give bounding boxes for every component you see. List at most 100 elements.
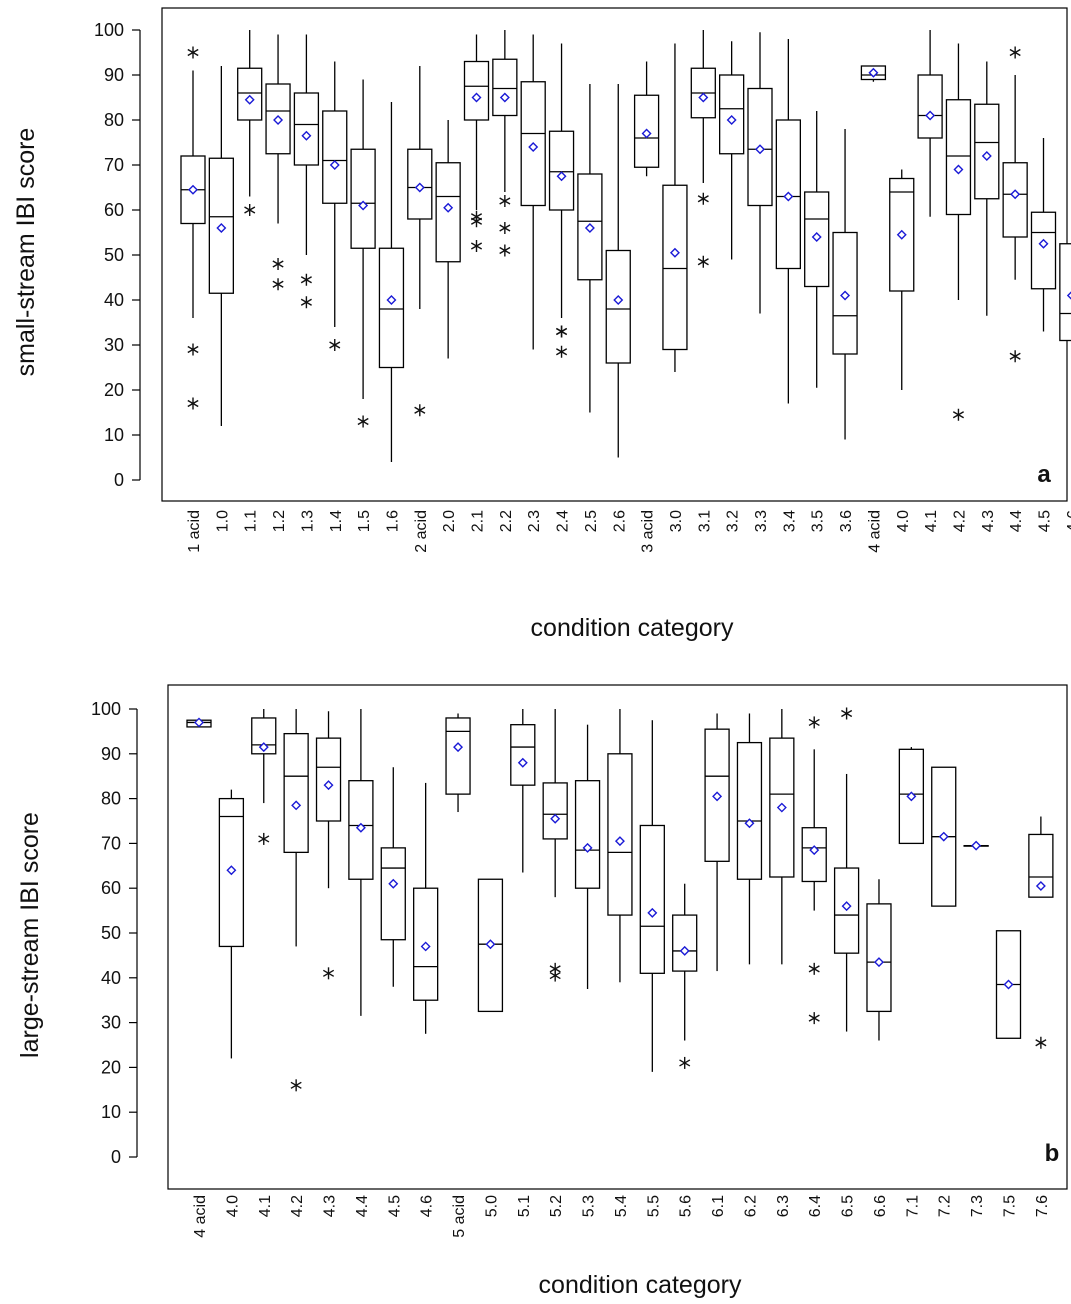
- iqr-box: [917, 74, 943, 139]
- mean-marker: [953, 164, 964, 175]
- x-category-label-b: 6.2: [742, 1195, 759, 1217]
- y-tick-label-b: 50: [101, 923, 121, 943]
- iqr-box: [672, 914, 698, 972]
- outlier-marker: [499, 244, 511, 257]
- mean-marker: [1066, 291, 1071, 300]
- box-marks-a: [180, 30, 1071, 462]
- x-category-label-b: 4 acid: [192, 1195, 209, 1238]
- y-tick-label-a: 40: [104, 290, 124, 310]
- y-tick-label-a: 0: [114, 470, 124, 490]
- box-b-5.3: [574, 724, 601, 989]
- x-category-label-a: 3 acid: [640, 510, 657, 553]
- iqr-box: [633, 94, 660, 168]
- x-category-label-a: 1 acid: [186, 510, 203, 553]
- x-category-label-b: 5.3: [581, 1195, 598, 1217]
- box-a-2.5: [577, 84, 603, 413]
- y-tick-label-b: 20: [101, 1057, 121, 1077]
- x-category-label-a: 4.1: [923, 510, 940, 532]
- x-category-label-b: 7.6: [1034, 1195, 1051, 1217]
- box-a-2.4: [548, 43, 575, 358]
- mean-marker: [679, 945, 690, 956]
- mean-marker: [906, 791, 917, 802]
- mean-marker: [194, 717, 204, 728]
- box-marks-b: [186, 707, 1054, 1092]
- outlier-marker: [272, 258, 284, 270]
- outlier-marker: [329, 339, 341, 351]
- mean-marker: [244, 94, 255, 105]
- x-category-label-a: 1.1: [243, 510, 260, 532]
- outlier-marker: [414, 404, 426, 417]
- x-category-label-a: 4 acid: [866, 510, 883, 553]
- iqr-box: [1028, 833, 1054, 898]
- x-category-label-b: 6.4: [807, 1195, 824, 1217]
- box-b-5-acid: [445, 713, 471, 813]
- mean-marker: [811, 232, 822, 242]
- box-b-6.5: [833, 707, 860, 1032]
- outlier-marker: [679, 1056, 691, 1069]
- mean-marker: [1035, 880, 1046, 891]
- outlier-marker: [187, 46, 199, 59]
- mean-marker: [528, 142, 539, 152]
- box-a-1.0: [208, 66, 235, 426]
- box-b-4.5: [380, 767, 406, 987]
- iqr-box: [463, 60, 490, 121]
- box-a-2.0: [435, 120, 461, 359]
- x-category-label-a: 4.0: [895, 510, 912, 532]
- outlier-marker: [1035, 1036, 1047, 1049]
- outlier-marker: [952, 408, 964, 421]
- outlier-marker: [244, 204, 256, 216]
- x-category-label-a: 2.1: [470, 510, 487, 532]
- x-category-label-b: 7.5: [1002, 1195, 1019, 1217]
- x-category-label-a: 2.3: [526, 510, 543, 532]
- box-a-2.3: [520, 34, 546, 350]
- outlier-marker: [300, 273, 312, 286]
- x-category-label-b: 5.2: [548, 1195, 565, 1217]
- x-category-label-a: 1.3: [299, 510, 316, 532]
- x-category-label-a: 3.2: [725, 510, 742, 532]
- x-category-label-a: 1.2: [271, 510, 288, 532]
- x-category-label-b: 4.1: [257, 1195, 274, 1217]
- mean-marker: [726, 115, 737, 125]
- x-category-label-b: 4.4: [354, 1195, 371, 1217]
- y-tick-label-b: 0: [111, 1147, 121, 1167]
- x-category-label-b: 4.3: [322, 1195, 339, 1217]
- iqr-box: [801, 827, 827, 883]
- mean-marker: [550, 813, 561, 824]
- outlier-marker: [499, 195, 511, 207]
- x-category-label-b: 6.6: [872, 1195, 889, 1217]
- x-category-label-b: 7.2: [937, 1195, 954, 1217]
- mean-marker: [414, 182, 425, 193]
- mean-marker: [584, 223, 595, 233]
- x-category-label-b: 4.2: [289, 1195, 306, 1217]
- y-tick-label-b: 40: [101, 968, 121, 988]
- box-a-3.5: [804, 111, 830, 388]
- box-b-4.4: [348, 709, 374, 1016]
- box-a-4-acid: [860, 65, 887, 82]
- box-b-4.0: [218, 789, 245, 1059]
- y-tick-label-b: 80: [101, 789, 121, 809]
- box-a-2.1: [463, 34, 490, 252]
- x-category-label-a: 2.0: [441, 510, 458, 532]
- x-category-label-a: 3.4: [781, 510, 798, 532]
- outlier-marker: [841, 707, 853, 720]
- x-category-label-a: 3.6: [838, 510, 855, 532]
- mean-marker: [809, 845, 820, 856]
- box-a-4.3: [974, 61, 1000, 316]
- mean-marker: [329, 160, 340, 170]
- mean-marker: [453, 742, 464, 753]
- box-a-4.2: [945, 43, 972, 421]
- box-a-4.0: [889, 169, 915, 390]
- mean-marker: [556, 171, 567, 182]
- y-tick-label-a: 90: [104, 65, 124, 85]
- outlier-marker: [808, 716, 820, 729]
- mean-marker: [291, 800, 302, 811]
- x-category-label-a: 2.6: [611, 510, 628, 532]
- panel-label-a: a: [1037, 461, 1051, 488]
- outlier-marker: [258, 832, 270, 845]
- y-tick-label-a: 20: [104, 380, 124, 400]
- mean-marker: [485, 939, 496, 950]
- mean-marker: [226, 865, 237, 876]
- x-category-label-b: 4.0: [224, 1195, 241, 1217]
- iqr-box: [510, 724, 536, 786]
- x-category-label-a: 1.5: [356, 510, 373, 532]
